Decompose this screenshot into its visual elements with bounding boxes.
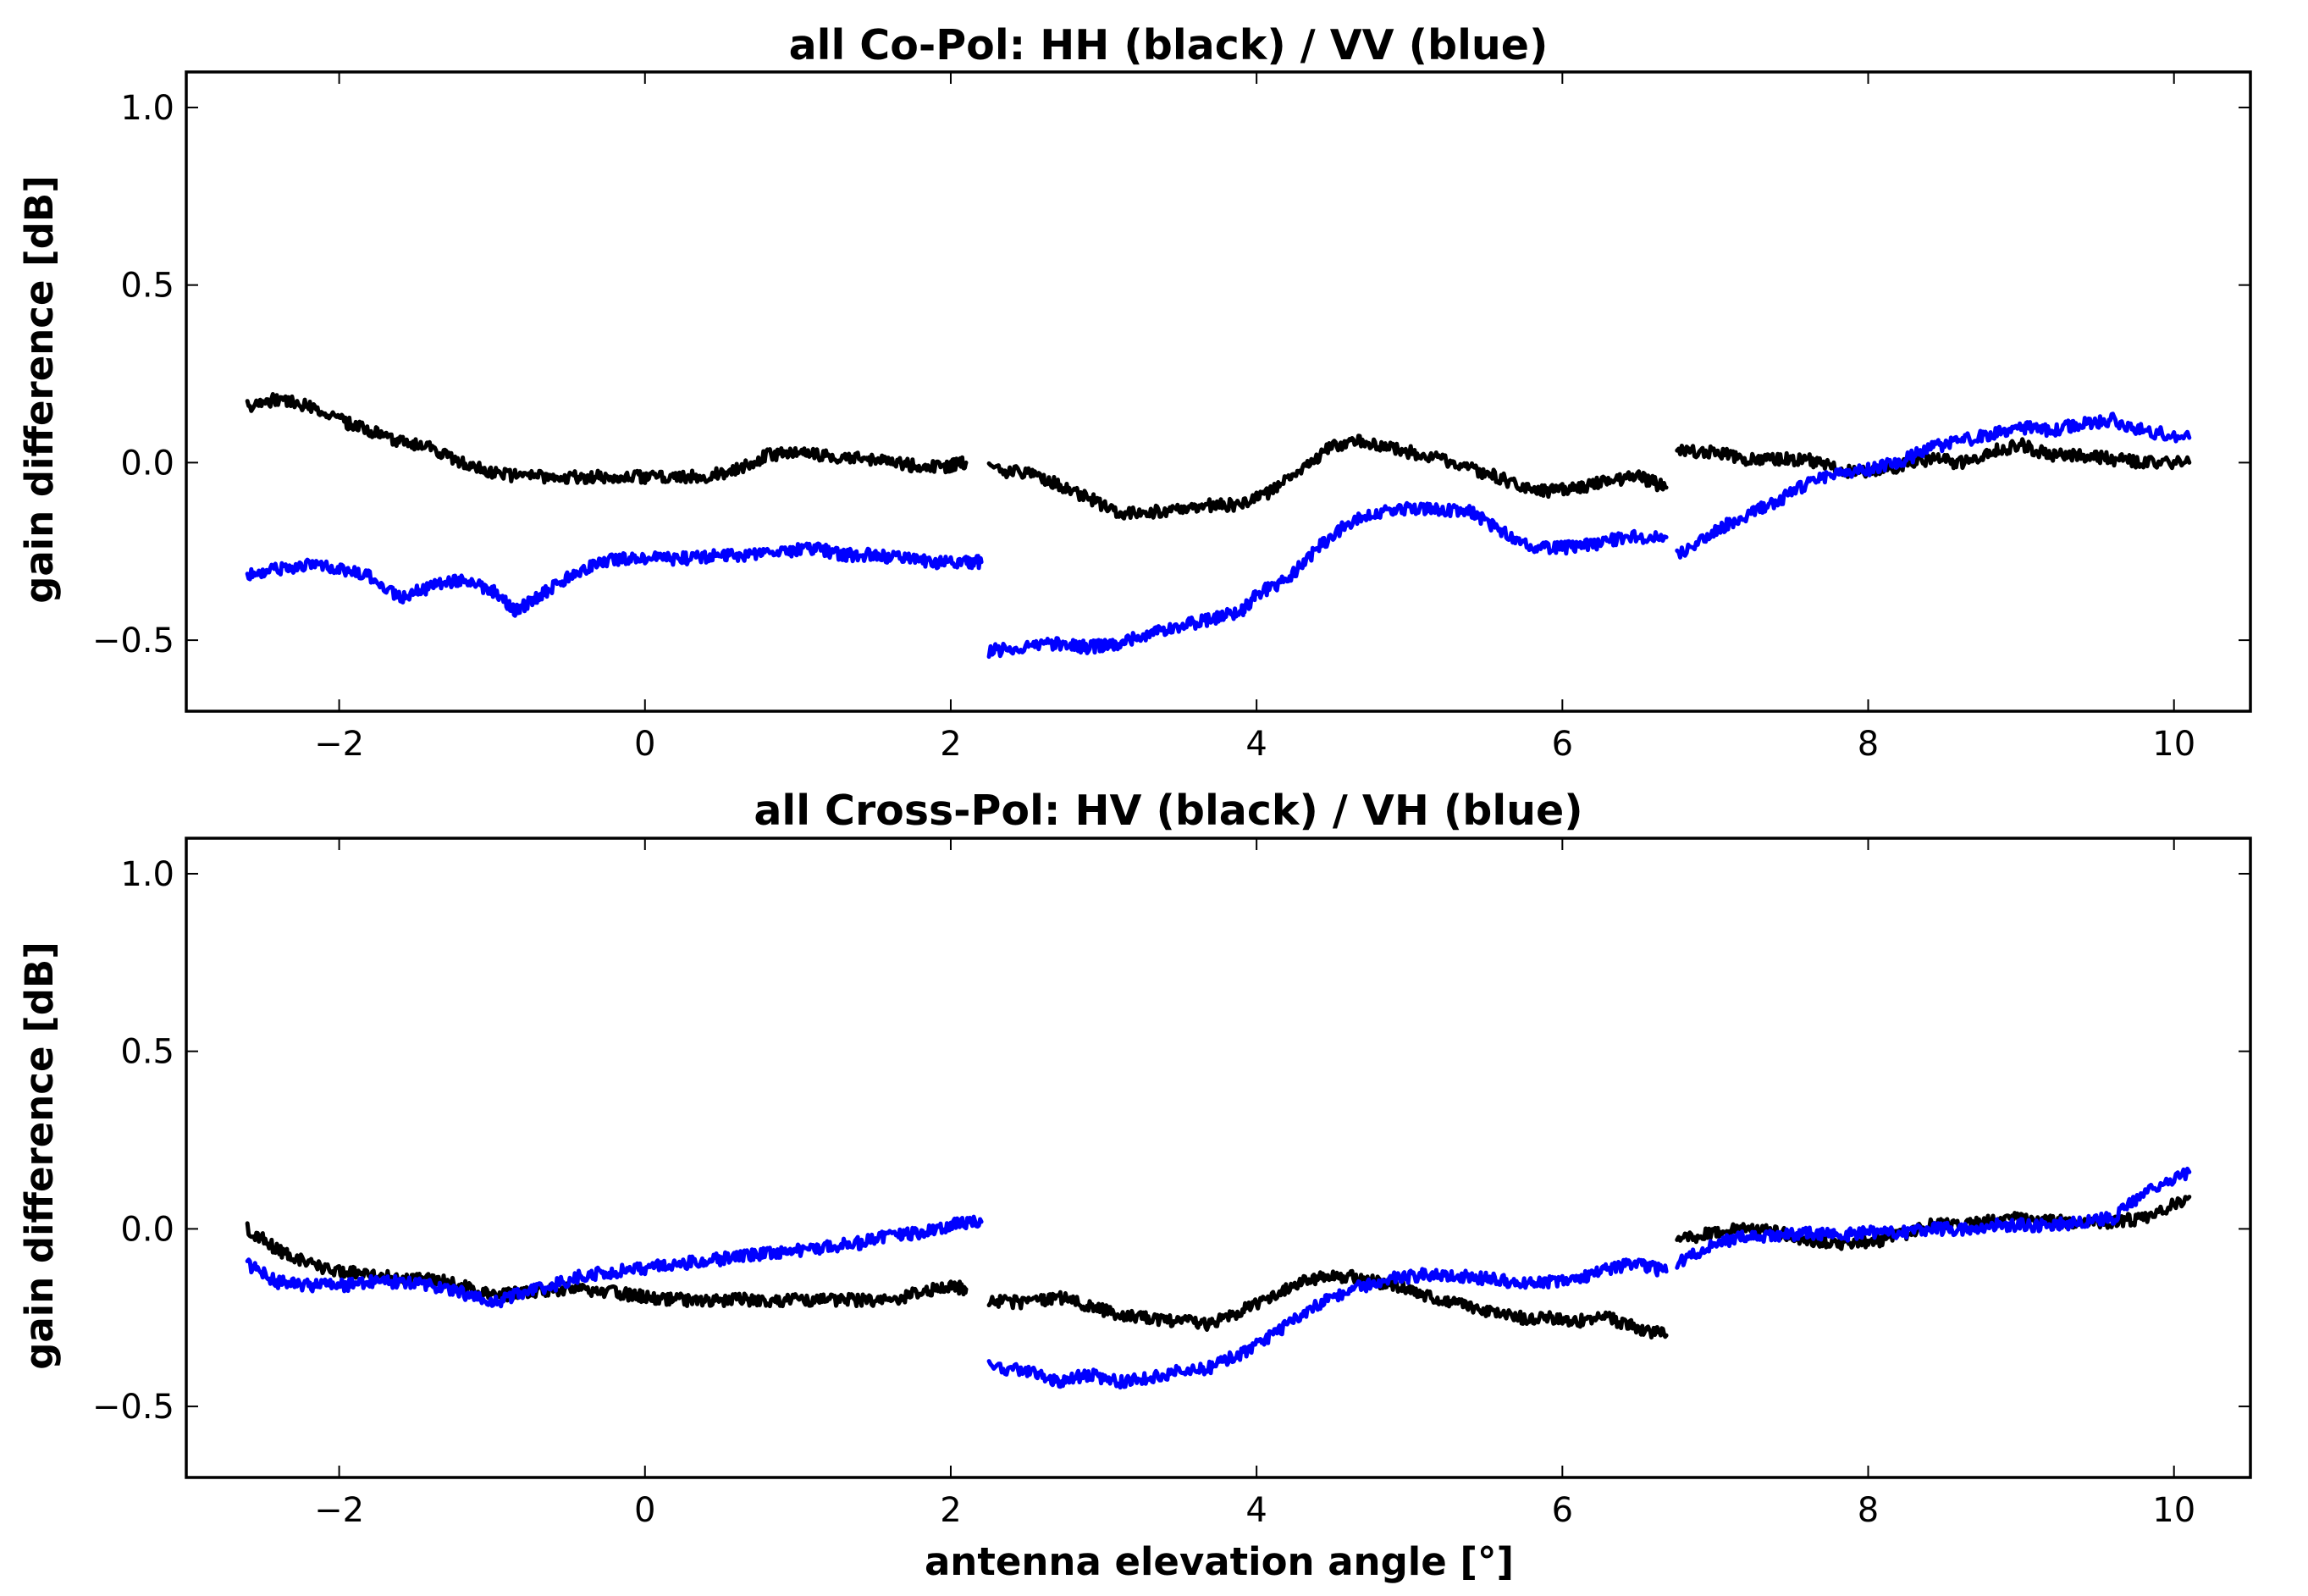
co-pol-y-tick-label: 1.0 xyxy=(120,89,174,128)
co-pol-y-tick-label: 0.0 xyxy=(120,444,174,483)
cross-pol-y-tick-label: 0.0 xyxy=(120,1210,174,1249)
cross-pol-x-tick-label: 4 xyxy=(1245,1491,1267,1530)
co-pol-hh-line-1 xyxy=(245,392,969,485)
cross-pol-y-tick-label: 1.0 xyxy=(120,855,174,894)
cross-pol-vh-line-1 xyxy=(245,1214,984,1309)
co-pol-x-tick-label: −2 xyxy=(314,725,364,764)
co-pol-y-tick-label: −0.5 xyxy=(92,621,174,660)
co-pol-y-tick-label: 0.5 xyxy=(120,267,174,306)
cross-pol-hv-line-2 xyxy=(986,1268,1669,1340)
co-pol-title: all Co-Pol: HH (black) / VV (blue) xyxy=(789,21,1549,69)
x-axis-label: antenna elevation angle [°] xyxy=(925,1539,1514,1584)
cross-pol-title: all Cross-Pol: HV (black) / VH (blue) xyxy=(754,787,1582,835)
cross-pol-x-tick-label: −2 xyxy=(314,1491,364,1530)
cross-pol-x-tick-label: 10 xyxy=(2152,1491,2195,1530)
co-pol-vv-line-2 xyxy=(986,500,1669,660)
co-pol-hh-line-3 xyxy=(1675,437,2192,479)
co-pol-vv-line-1 xyxy=(245,541,984,618)
cross-pol-y-tick-label: 0.5 xyxy=(120,1033,174,1072)
cross-pol-panel: all Cross-Pol: HV (black) / VH (blue) ga… xyxy=(17,787,2252,1584)
co-pol-x-tick-label: 0 xyxy=(634,725,655,764)
cross-pol-plot-frame xyxy=(185,837,2252,1479)
co-pol-panel: all Co-Pol: HH (black) / VV (blue) gain … xyxy=(17,21,2252,764)
co-pol-hh-line-2 xyxy=(986,434,1669,521)
cross-pol-vh-line-2 xyxy=(986,1257,1669,1390)
co-pol-x-tick-label: 10 xyxy=(2152,725,2195,764)
cross-pol-x-tick-label: 2 xyxy=(940,1491,961,1530)
co-pol-vv-line-3 xyxy=(1675,411,2192,560)
co-pol-x-tick-label: 4 xyxy=(1245,725,1267,764)
co-pol-x-tick-label: 6 xyxy=(1552,725,1573,764)
co-pol-y-axis-label: gain difference [dB] xyxy=(17,175,62,604)
cross-pol-y-axis-label: gain difference [dB] xyxy=(17,942,62,1370)
cross-pol-vh-line-3 xyxy=(1675,1166,2192,1270)
cross-pol-x-tick-label: 6 xyxy=(1552,1491,1573,1530)
co-pol-x-tick-label: 2 xyxy=(940,725,961,764)
cross-pol-y-tick-label: −0.5 xyxy=(92,1388,174,1427)
co-pol-plot-frame xyxy=(185,70,2252,713)
co-pol-x-tick-label: 8 xyxy=(1858,725,1879,764)
cross-pol-x-tick-label: 0 xyxy=(634,1491,655,1530)
cross-pol-x-tick-label: 8 xyxy=(1858,1491,1879,1530)
